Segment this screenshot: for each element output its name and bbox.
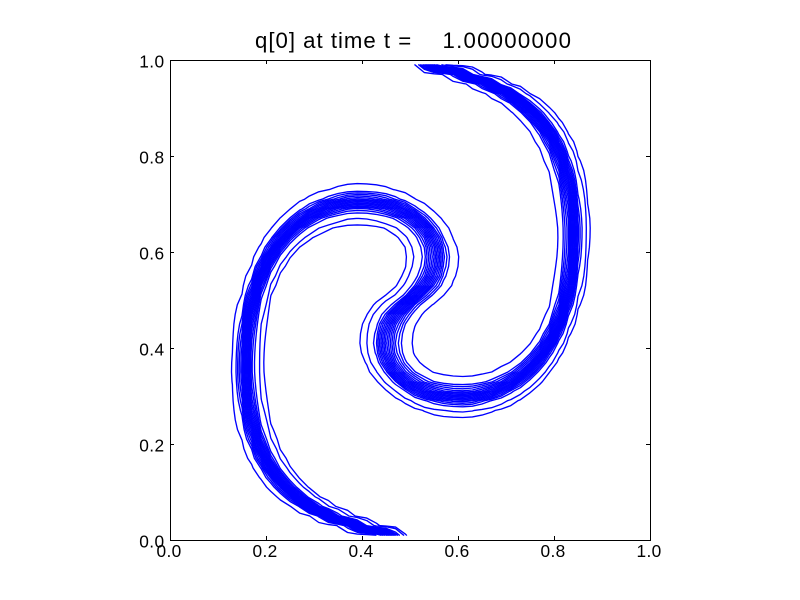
svg-text:0.8: 0.8 — [139, 147, 164, 167]
svg-text:0.2: 0.2 — [252, 541, 277, 561]
svg-text:0.0: 0.0 — [139, 531, 164, 551]
svg-text:0.6: 0.6 — [444, 541, 469, 561]
svg-text:0.0: 0.0 — [156, 541, 181, 561]
svg-text:0.4: 0.4 — [139, 339, 164, 359]
svg-text:0.4: 0.4 — [348, 541, 373, 561]
svg-text:1.00000000: 1.00000000 — [443, 28, 573, 53]
svg-text:0.6: 0.6 — [139, 243, 164, 263]
svg-text:0.8: 0.8 — [540, 541, 565, 561]
svg-text:q[0] at time t =: q[0] at time t = — [255, 28, 412, 53]
svg-text:0.2: 0.2 — [139, 435, 164, 455]
svg-text:1.0: 1.0 — [636, 541, 661, 561]
svg-text:1.0: 1.0 — [139, 51, 164, 71]
